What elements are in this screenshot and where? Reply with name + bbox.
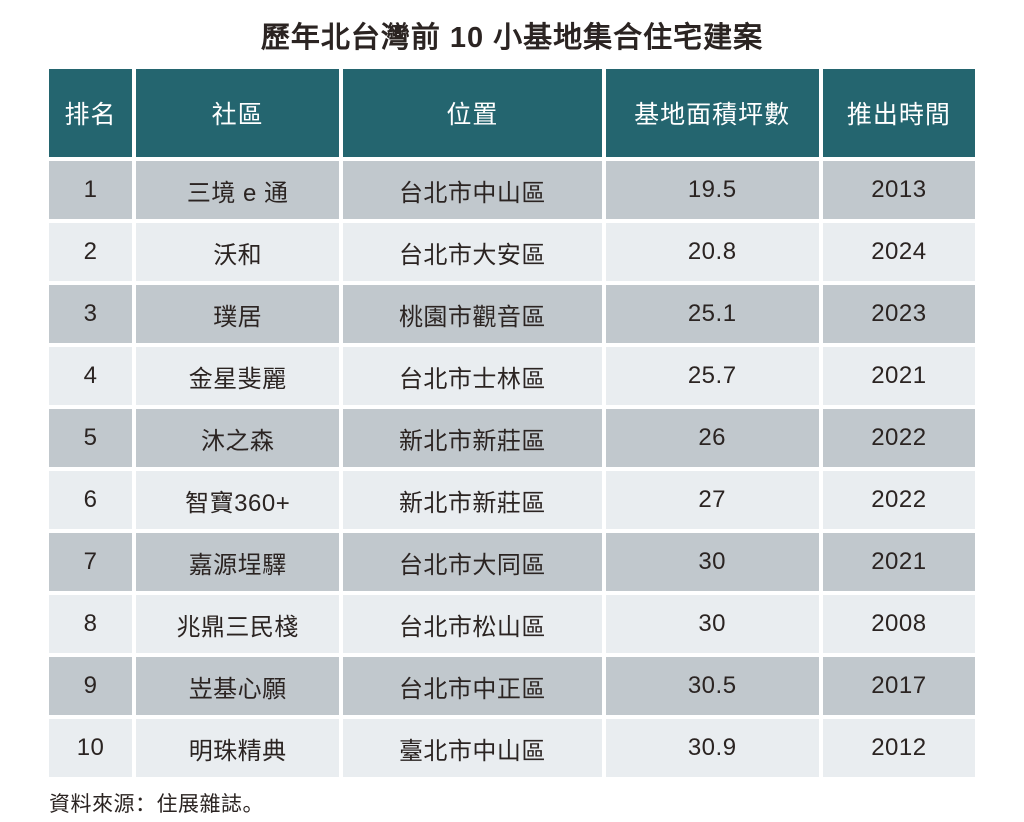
cell-community: 兆鼎三民棧 bbox=[136, 595, 340, 653]
cell-area: 20.8 bbox=[605, 223, 819, 281]
cell-year: 2008 bbox=[822, 595, 975, 653]
cell-rank: 1 bbox=[49, 161, 133, 219]
table-row: 7 嘉源埕驛 台北市大同區 30 2021 bbox=[49, 533, 975, 591]
cell-location: 台北市中正區 bbox=[343, 657, 602, 715]
table-row: 4 金星斐麗 台北市士林區 25.7 2021 bbox=[49, 347, 975, 405]
cell-rank: 4 bbox=[49, 347, 133, 405]
column-header-community: 社區 bbox=[136, 69, 340, 157]
cell-rank: 3 bbox=[49, 285, 133, 343]
cell-area: 25.1 bbox=[605, 285, 819, 343]
cell-community: 沃和 bbox=[136, 223, 340, 281]
cell-location: 台北市中山區 bbox=[343, 161, 602, 219]
cell-year: 2013 bbox=[822, 161, 975, 219]
column-header-rank: 排名 bbox=[49, 69, 133, 157]
table-row: 6 智寶360+ 新北市新莊區 27 2022 bbox=[49, 471, 975, 529]
cell-area: 19.5 bbox=[605, 161, 819, 219]
table-row: 10 明珠精典 臺北市中山區 30.9 2012 bbox=[49, 719, 975, 777]
table-row: 8 兆鼎三民棧 台北市松山區 30 2008 bbox=[49, 595, 975, 653]
cell-area: 27 bbox=[605, 471, 819, 529]
cell-location: 桃園市觀音區 bbox=[343, 285, 602, 343]
cell-community: 明珠精典 bbox=[136, 719, 340, 777]
cell-year: 2023 bbox=[822, 285, 975, 343]
cell-location: 新北市新莊區 bbox=[343, 471, 602, 529]
cell-year: 2022 bbox=[822, 409, 975, 467]
cell-location: 台北市士林區 bbox=[343, 347, 602, 405]
data-source-note: 資料來源：住展雜誌。 bbox=[49, 793, 264, 816]
cell-community: 嘉源埕驛 bbox=[136, 533, 340, 591]
cell-location: 台北市松山區 bbox=[343, 595, 602, 653]
cell-area: 30 bbox=[605, 595, 819, 653]
cell-location: 台北市大同區 bbox=[343, 533, 602, 591]
cell-area: 26 bbox=[605, 409, 819, 467]
cell-rank: 6 bbox=[49, 471, 133, 529]
table-row: 9 岦基心願 台北市中正區 30.5 2017 bbox=[49, 657, 975, 715]
cell-community: 三境 e 通 bbox=[136, 161, 340, 219]
cell-rank: 7 bbox=[49, 533, 133, 591]
cell-community: 璞居 bbox=[136, 285, 340, 343]
cell-community: 岦基心願 bbox=[136, 657, 340, 715]
cell-rank: 10 bbox=[49, 719, 133, 777]
column-header-area: 基地面積坪數 bbox=[605, 69, 819, 157]
page-title: 歷年北台灣前 10 小基地集合住宅建案 bbox=[260, 22, 764, 54]
table-header-row: 排名 社區 位置 基地面積坪數 推出時間 bbox=[49, 69, 975, 157]
cell-community: 智寶360+ bbox=[136, 471, 340, 529]
cell-rank: 8 bbox=[49, 595, 133, 653]
cell-community: 金星斐麗 bbox=[136, 347, 340, 405]
ranking-table: 排名 社區 位置 基地面積坪數 推出時間 1 三境 e 通台北市中山區 19.5 2013 2 沃… bbox=[45, 65, 979, 781]
cell-location: 新北市新莊區 bbox=[343, 409, 602, 467]
cell-rank: 2 bbox=[49, 223, 133, 281]
cell-community: 沐之森 bbox=[136, 409, 340, 467]
cell-year: 2022 bbox=[822, 471, 975, 529]
cell-rank: 9 bbox=[49, 657, 133, 715]
cell-year: 2012 bbox=[822, 719, 975, 777]
cell-year: 2017 bbox=[822, 657, 975, 715]
cell-area: 30.5 bbox=[605, 657, 819, 715]
cell-year: 2021 bbox=[822, 533, 975, 591]
cell-location: 臺北市中山區 bbox=[343, 719, 602, 777]
column-header-year: 推出時間 bbox=[822, 69, 975, 157]
cell-area: 30 bbox=[605, 533, 819, 591]
cell-rank: 5 bbox=[49, 409, 133, 467]
column-header-location: 位置 bbox=[343, 69, 602, 157]
cell-area: 30.9 bbox=[605, 719, 819, 777]
cell-year: 2024 bbox=[822, 223, 975, 281]
cell-area: 25.7 bbox=[605, 347, 819, 405]
table-row: 3 璞居 桃園市觀音區 25.1 2023 bbox=[49, 285, 975, 343]
cell-year: 2021 bbox=[822, 347, 975, 405]
cell-location: 台北市大安區 bbox=[343, 223, 602, 281]
table-body: 1 三境 e 通台北市中山區 19.5 2013 2 沃和 台北市大安區 20.8 2024 3 璞… bbox=[49, 161, 975, 777]
table-row: 2 沃和 台北市大安區 20.8 2024 bbox=[49, 223, 975, 281]
table-row: 5 沐之森 新北市新莊區 26 2022 bbox=[49, 409, 975, 467]
table-row: 1 三境 e 通台北市中山區 19.5 2013 bbox=[49, 161, 975, 219]
